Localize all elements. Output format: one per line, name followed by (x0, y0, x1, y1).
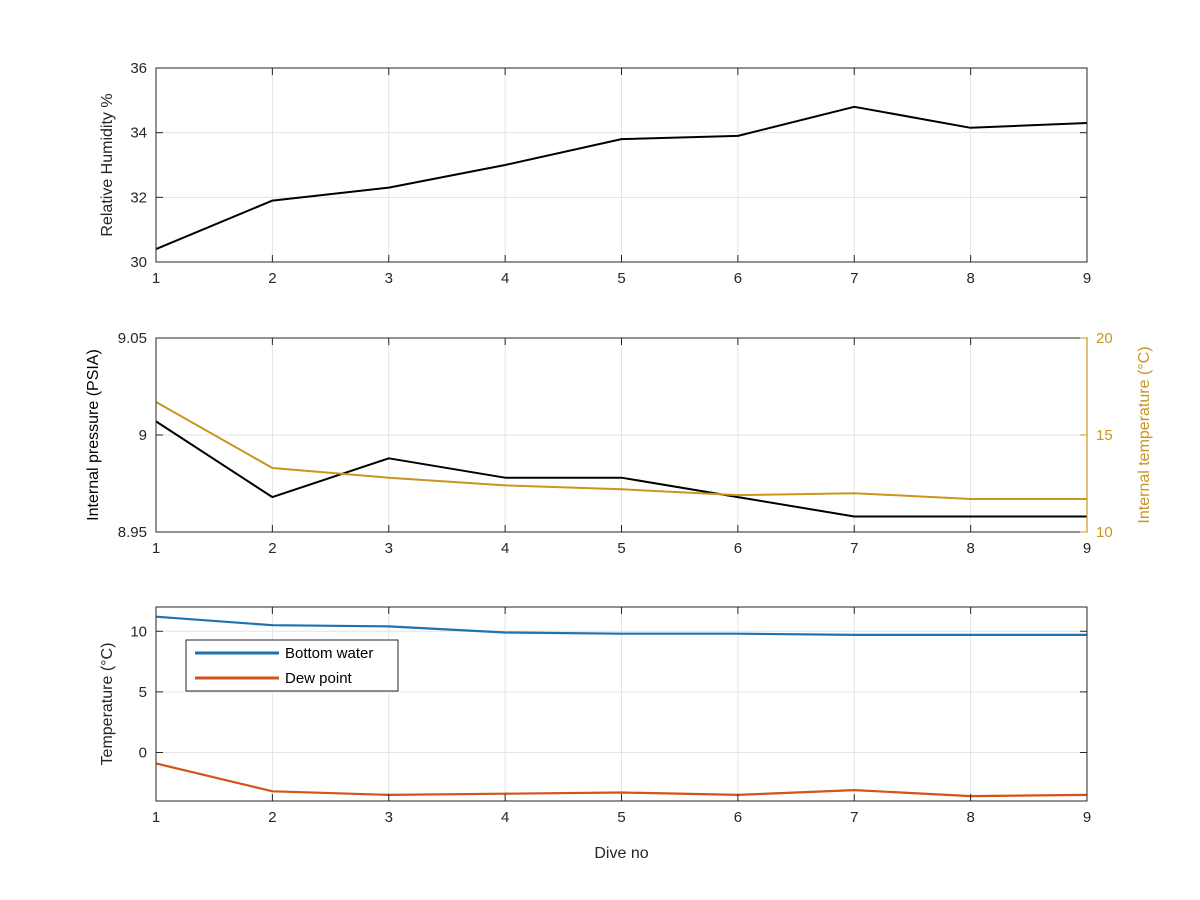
y-tick-label: 0 (139, 745, 147, 762)
x-tick-label: 5 (617, 270, 625, 287)
y-tick-label: 5 (139, 684, 147, 701)
x-tick-label: 9 (1083, 540, 1091, 557)
x-tick-label: 5 (617, 540, 625, 557)
x-tick-label: 3 (385, 540, 393, 557)
y-tick-label-right: 15 (1096, 427, 1113, 444)
y-tick-label: 34 (130, 125, 147, 142)
legend-label: Bottom water (285, 645, 373, 662)
x-tick-label: 4 (501, 270, 509, 287)
y-tick-label-right: 10 (1096, 524, 1113, 541)
y-tick-label: 9.05 (118, 330, 147, 347)
y-axis-label: Temperature (°C) (99, 643, 116, 766)
x-tick-label: 6 (734, 809, 742, 826)
x-tick-label: 7 (850, 270, 858, 287)
chart-panel-2: 1 2 3 4 5 6 7 8 9 8.95 9 9.05 10 15 20 Internal tempera… (85, 330, 1153, 557)
x-tick-label: 8 (966, 809, 974, 826)
y-tick-label-right: 20 (1096, 330, 1113, 347)
x-axis-label: Dive no (594, 845, 648, 862)
x-tick-label: 9 (1083, 809, 1091, 826)
x-tick-label: 2 (268, 270, 276, 287)
y-tick-label: 9 (139, 427, 147, 444)
x-tick-label: 6 (734, 270, 742, 287)
series-line-3-1 (155, 615, 1087, 637)
y-axis-label: Internal pressure (PSIA) (85, 349, 102, 521)
x-tick-label: 8 (966, 540, 974, 557)
series-line-2-1 (155, 420, 1087, 518)
x-tick-label: 9 (1083, 270, 1091, 287)
series-line-3-2 (155, 762, 1088, 798)
series-line-1-1 (155, 105, 1088, 251)
legend-box (185, 639, 399, 692)
x-tick-label: 7 (850, 540, 858, 557)
y-tick-label: 8.95 (118, 524, 147, 541)
x-tick-label: 2 (268, 540, 276, 557)
x-tick-label: 3 (385, 270, 393, 287)
x-tick-label: 1 (152, 809, 160, 826)
x-tick-label: 2 (268, 809, 276, 826)
y-tick-label: 10 (130, 623, 147, 640)
y-tick-label: 36 (130, 60, 147, 77)
legend: Bottom water Dew point (185, 639, 399, 692)
x-tick-label: 1 (152, 540, 160, 557)
x-tick-label: 4 (501, 540, 509, 557)
y-tick-label: 30 (130, 254, 147, 271)
y-axis-label-right: Internal temperature (°C) (1136, 346, 1153, 523)
series-line-2-2 (155, 401, 1087, 500)
x-tick-label: 5 (617, 809, 625, 826)
legend-label: Dew point (285, 670, 353, 687)
x-tick-label: 1 (152, 270, 160, 287)
chart-panel-3: 1 2 3 4 5 6 7 8 9 0 5 10 Temperature (°C) Dive no Bott… (99, 606, 1091, 862)
x-tick-label: 8 (966, 270, 974, 287)
y-axis-label: Relative Humidity % (99, 93, 116, 236)
x-tick-label: 4 (501, 809, 509, 826)
x-tick-label: 7 (850, 809, 858, 826)
y-tick-label: 32 (130, 189, 147, 206)
x-tick-label: 6 (734, 540, 742, 557)
x-tick-label: 3 (385, 809, 393, 826)
